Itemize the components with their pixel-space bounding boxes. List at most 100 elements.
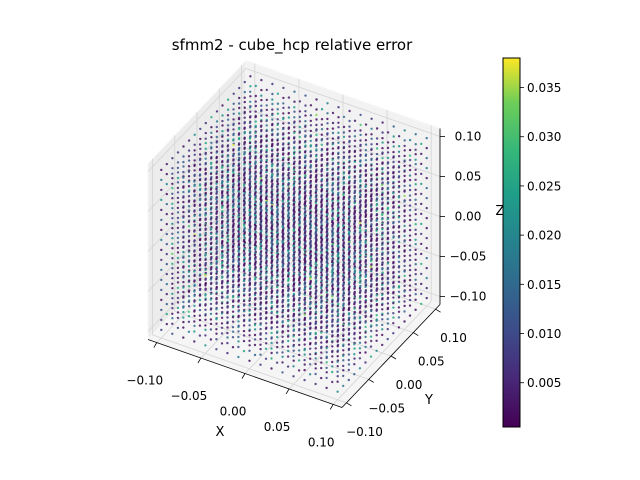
data-point	[253, 298, 257, 301]
data-point	[198, 278, 202, 282]
data-point	[193, 330, 196, 333]
data-point	[364, 180, 367, 183]
data-point	[209, 202, 213, 206]
data-point	[414, 193, 417, 196]
data-point	[204, 318, 207, 321]
data-point	[249, 75, 252, 78]
data-point	[370, 174, 373, 177]
data-point	[375, 224, 378, 227]
data-point	[309, 170, 312, 174]
data-point	[320, 341, 323, 344]
data-point	[369, 255, 373, 258]
data-point	[232, 128, 235, 131]
data-point	[287, 153, 290, 156]
data-point	[237, 290, 240, 293]
data-point	[165, 262, 168, 266]
data-point	[353, 347, 356, 350]
data-point	[320, 159, 323, 162]
data-point	[298, 151, 301, 154]
data-point	[353, 186, 356, 189]
data-point	[248, 284, 251, 287]
data-point	[336, 365, 339, 368]
data-point	[231, 226, 235, 229]
data-point	[176, 316, 180, 320]
data-point	[182, 240, 185, 244]
data-point	[248, 188, 251, 191]
data-point	[314, 217, 317, 220]
data-point	[320, 301, 323, 304]
data-point	[342, 334, 345, 338]
data-point	[397, 300, 401, 303]
data-point	[303, 378, 306, 382]
data-point	[386, 232, 390, 235]
data-point	[171, 297, 174, 300]
data-point	[286, 275, 290, 278]
data-point	[336, 265, 339, 268]
data-point	[171, 272, 174, 275]
data-point	[193, 220, 196, 223]
data-point	[308, 223, 312, 226]
data-point	[226, 341, 229, 345]
data-point	[281, 148, 285, 152]
data-point	[237, 305, 240, 309]
data-point	[248, 319, 251, 322]
data-point	[331, 189, 334, 193]
data-point	[204, 194, 207, 197]
data-point	[253, 293, 257, 297]
data-point	[303, 293, 306, 296]
data-point	[392, 156, 395, 159]
data-point	[331, 215, 334, 218]
data-point	[342, 141, 346, 144]
data-point	[193, 244, 196, 248]
data-point	[281, 200, 284, 203]
data-point	[364, 170, 367, 173]
data-point	[386, 222, 390, 225]
data-point	[397, 170, 401, 173]
data-point	[392, 246, 395, 249]
data-point	[176, 176, 180, 180]
data-point	[331, 320, 334, 324]
data-point	[414, 253, 417, 256]
data-point	[265, 124, 268, 127]
data-point	[226, 206, 229, 209]
data-point	[248, 324, 251, 327]
data-point	[364, 345, 367, 349]
data-point	[182, 336, 185, 339]
data-point	[381, 263, 384, 267]
data-point	[364, 301, 367, 304]
data-point	[386, 187, 389, 191]
data-point	[248, 279, 251, 282]
data-point	[209, 278, 213, 281]
data-point	[259, 227, 262, 231]
data-point	[386, 327, 389, 331]
data-point	[259, 247, 262, 251]
data-point	[336, 335, 339, 338]
data-point	[358, 287, 362, 290]
data-point	[270, 281, 273, 285]
data-point	[176, 326, 180, 330]
data-point	[420, 282, 423, 286]
data-point	[320, 306, 323, 310]
data-point	[287, 239, 290, 243]
data-point	[265, 202, 268, 205]
data-point	[336, 209, 340, 212]
data-point	[308, 323, 312, 326]
y-tick-mark	[346, 402, 352, 407]
data-point	[215, 242, 218, 245]
data-point	[248, 239, 251, 242]
data-point	[358, 321, 362, 324]
data-point	[375, 274, 378, 277]
data-point	[364, 261, 367, 264]
data-point	[320, 256, 323, 260]
data-point	[364, 331, 367, 334]
data-point	[359, 123, 362, 127]
data-point	[315, 98, 318, 101]
data-point	[187, 175, 191, 178]
data-point	[253, 313, 257, 317]
data-point	[359, 113, 362, 117]
data-point	[165, 242, 168, 246]
data-point	[314, 342, 317, 346]
data-point	[353, 176, 356, 179]
data-point	[238, 106, 241, 110]
